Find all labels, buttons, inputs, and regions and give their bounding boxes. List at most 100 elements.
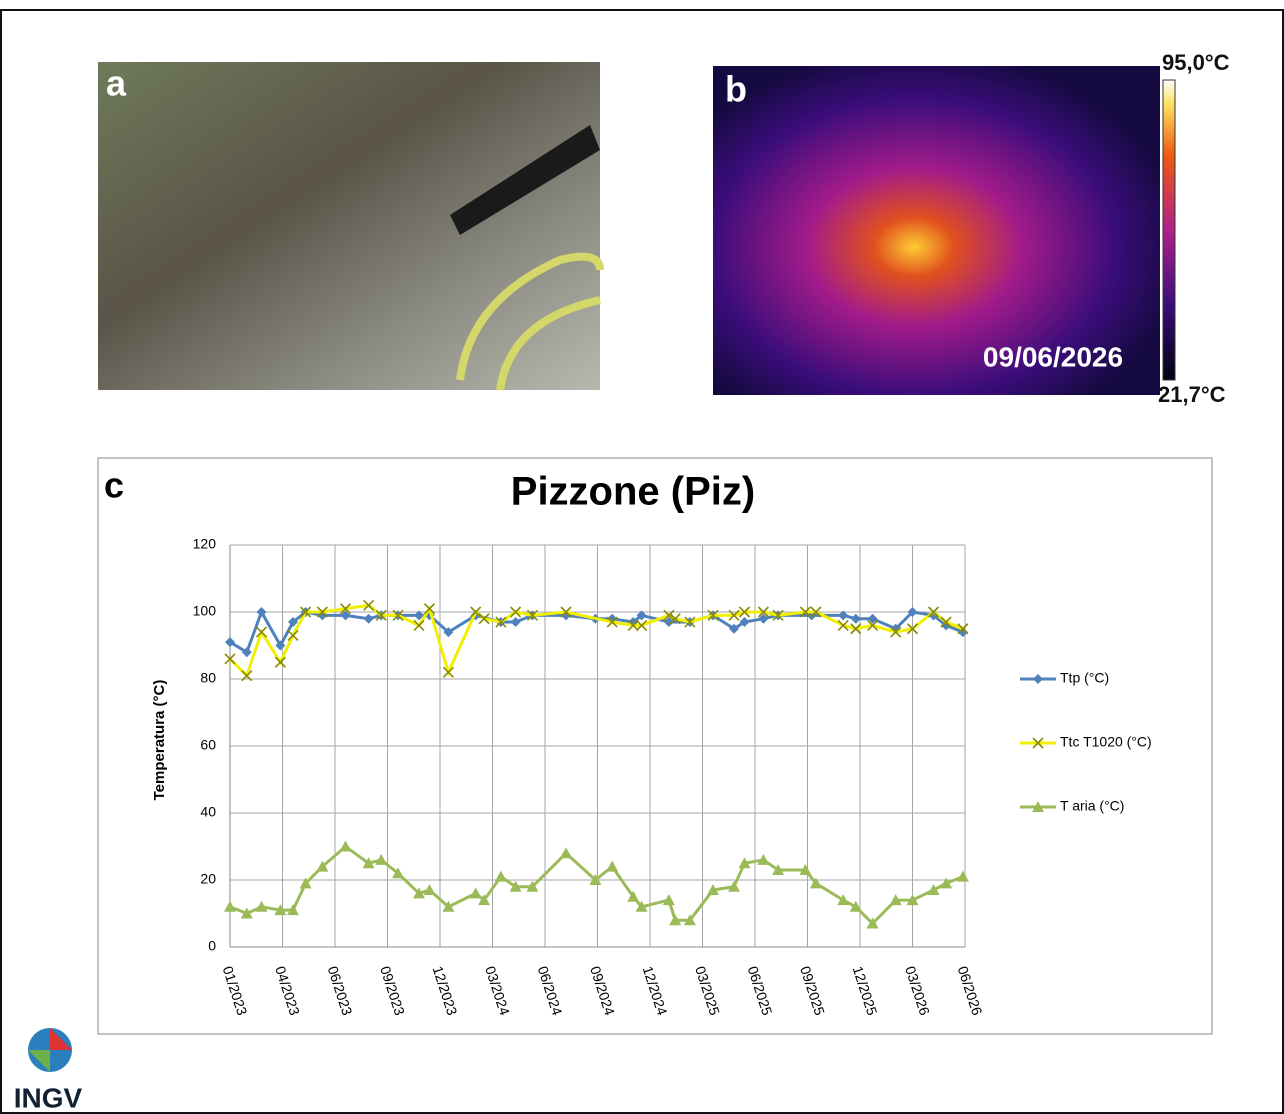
marker <box>443 627 454 638</box>
marker <box>509 880 522 892</box>
marker <box>906 894 919 906</box>
marker <box>683 914 696 926</box>
marker <box>772 863 785 875</box>
chart-title: Pizzone (Piz) <box>511 470 755 514</box>
marker <box>288 617 298 628</box>
marker <box>837 894 850 906</box>
marker <box>636 610 647 621</box>
marker <box>470 606 482 618</box>
marker <box>636 619 648 631</box>
marker <box>729 623 739 634</box>
marker <box>274 904 287 916</box>
logo-shape <box>28 1050 50 1072</box>
marker <box>275 640 286 651</box>
marker <box>224 900 236 912</box>
cable <box>456 252 604 391</box>
thermal-image <box>713 66 1160 395</box>
y-tick-label: 40 <box>200 804 216 820</box>
marker <box>339 840 352 852</box>
marker <box>662 894 675 906</box>
marker <box>1033 674 1043 684</box>
panel-label: c <box>104 465 124 506</box>
marker <box>627 619 639 631</box>
marker <box>469 887 482 899</box>
marker <box>738 857 751 869</box>
y-tick-label: 120 <box>193 536 217 552</box>
legend-label: Ttc T1020 (°C) <box>1060 734 1152 750</box>
marker <box>316 860 329 872</box>
marker <box>889 894 902 906</box>
marker <box>560 847 572 859</box>
scale-min: 21,7°C <box>1158 382 1226 407</box>
marker <box>663 609 675 621</box>
panel-label: a <box>106 63 127 104</box>
marker <box>850 613 861 624</box>
marker <box>255 626 268 638</box>
marker <box>442 900 455 912</box>
marker <box>738 606 751 618</box>
marker <box>867 619 879 631</box>
marker <box>256 607 267 617</box>
marker <box>669 613 681 625</box>
panel-label: b <box>725 69 747 110</box>
marker <box>906 623 919 635</box>
marker <box>300 606 312 618</box>
color-scale <box>1162 79 1176 381</box>
marker <box>413 619 425 631</box>
marker <box>684 616 696 628</box>
marker <box>478 613 490 625</box>
marker <box>526 609 538 621</box>
marker <box>299 877 312 889</box>
marker <box>274 656 286 668</box>
marker <box>940 877 953 889</box>
photo-a <box>98 62 600 390</box>
legend-label: T aria (°C) <box>1060 798 1124 814</box>
marker <box>510 617 521 628</box>
marker <box>739 617 750 628</box>
marker <box>241 647 252 658</box>
marker <box>316 606 328 618</box>
marker <box>957 627 968 638</box>
marker <box>867 613 878 624</box>
marker <box>1032 737 1044 749</box>
marker <box>757 853 770 865</box>
marker <box>287 629 299 642</box>
logo-text: INGV <box>14 1082 83 1113</box>
marker <box>957 623 969 635</box>
marker <box>850 623 862 635</box>
marker <box>1032 801 1044 812</box>
marker <box>728 609 740 621</box>
marker <box>363 599 375 611</box>
marker <box>907 607 918 617</box>
marker <box>413 887 425 899</box>
marker <box>526 880 539 892</box>
marker <box>224 653 236 665</box>
marker <box>478 894 491 906</box>
marker <box>414 610 424 621</box>
marker <box>890 626 902 638</box>
y-tick-label: 80 <box>200 670 216 686</box>
marker <box>392 609 404 621</box>
probe <box>450 125 600 235</box>
marker <box>849 900 862 912</box>
y-tick-label: 100 <box>193 603 217 619</box>
legend-label: Ttp (°C) <box>1060 670 1109 686</box>
marker <box>560 606 572 618</box>
marker <box>510 606 522 618</box>
logo-shape <box>50 1028 72 1050</box>
marker <box>362 857 375 869</box>
marker <box>956 870 969 882</box>
frame <box>0 9 1284 1114</box>
marker <box>707 609 719 621</box>
marker <box>758 613 769 624</box>
y-axis-label: Temperatura (°C) <box>151 680 168 801</box>
marker <box>339 603 352 615</box>
marker <box>589 874 602 885</box>
y-tick-label: 20 <box>200 871 216 887</box>
marker <box>255 900 268 912</box>
scale-max: 95,0°C <box>1162 50 1230 75</box>
marker <box>494 870 507 882</box>
marker <box>606 616 618 628</box>
marker <box>669 914 682 926</box>
marker <box>838 610 849 621</box>
